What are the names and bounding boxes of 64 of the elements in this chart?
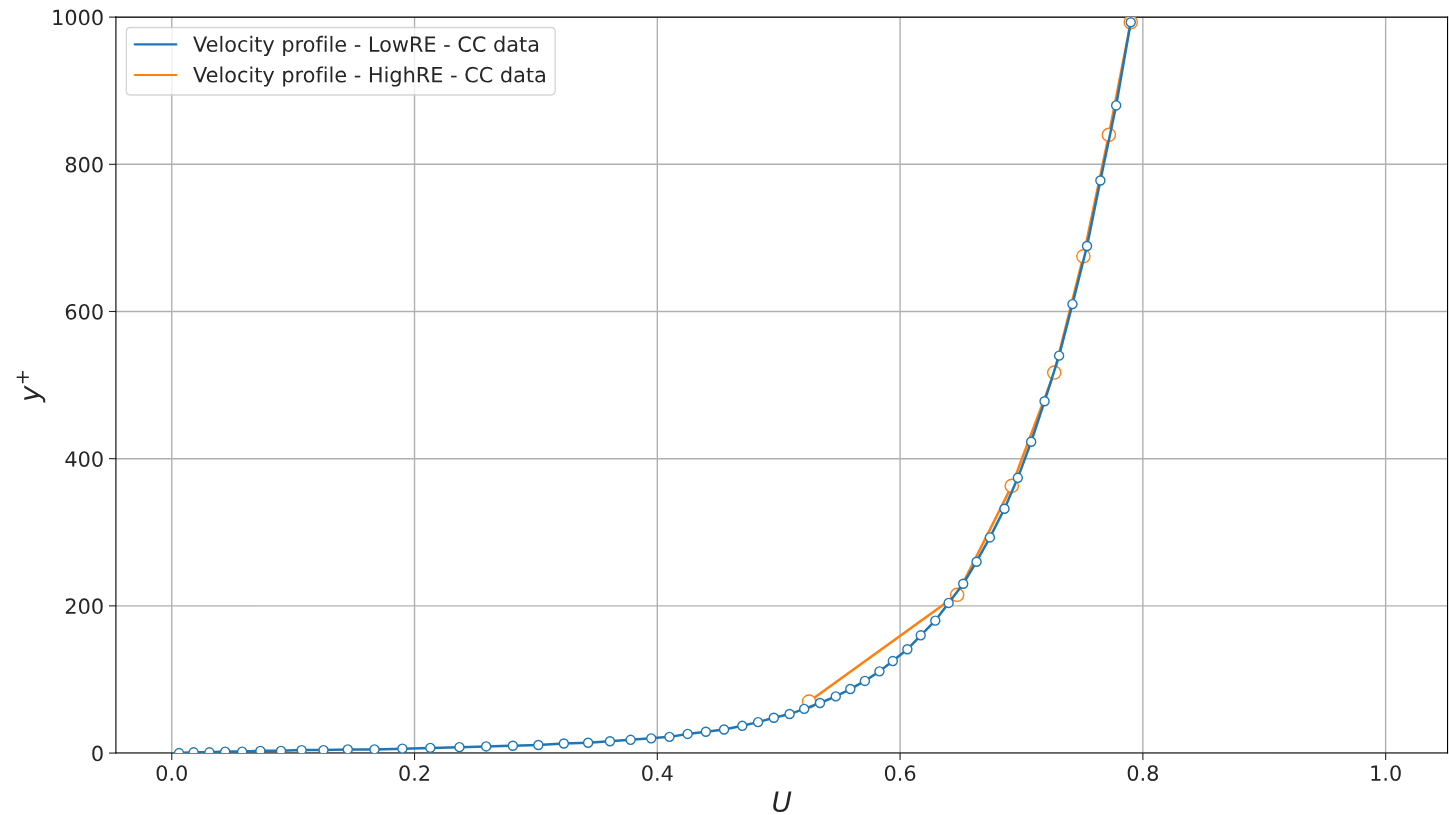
x-tick-label: 0.4 (642, 765, 673, 781)
point (752, 716, 764, 728)
y-tick-label: 400 (65, 451, 103, 467)
point (480, 741, 492, 752)
x-tick-label: 0.2 (399, 765, 430, 781)
point (737, 720, 748, 732)
point (342, 744, 353, 754)
point (625, 734, 636, 746)
point (1110, 100, 1122, 111)
point (1081, 240, 1093, 252)
x-tick-label: 0.6 (884, 765, 916, 781)
y-tick-label: 0 (92, 745, 103, 762)
point (874, 666, 885, 677)
point (1095, 175, 1106, 186)
point (558, 738, 570, 749)
point (397, 743, 408, 754)
point (798, 703, 810, 715)
point (664, 731, 675, 743)
legend-label: Velocity profile - LowRE - CC data (193, 35, 539, 57)
point (887, 655, 899, 667)
y-tick-label: 1000 (53, 9, 103, 26)
point (507, 740, 519, 751)
x-tick-label: 0.8 (1127, 765, 1159, 781)
point (1053, 350, 1065, 361)
point (984, 532, 996, 543)
point (971, 556, 982, 567)
point (784, 708, 795, 720)
point (296, 744, 307, 754)
point (718, 724, 730, 735)
legend-label: Velocity profile - HighRE - CC data (193, 66, 545, 87)
point (859, 675, 871, 687)
point (255, 745, 266, 754)
point (958, 578, 969, 590)
point (318, 744, 329, 754)
point (454, 741, 465, 753)
point (700, 726, 712, 737)
point (604, 736, 616, 747)
point (369, 744, 380, 754)
x-tick-label: 0.0 (156, 765, 187, 781)
point (814, 697, 826, 709)
point (902, 644, 913, 655)
point (646, 733, 657, 744)
y-axis-title: y$^{+}$ (16, 371, 46, 403)
point (1025, 436, 1037, 447)
point (845, 683, 856, 695)
point (682, 728, 693, 740)
point (1039, 396, 1050, 407)
point (275, 745, 287, 754)
point (930, 615, 941, 626)
point (425, 742, 436, 754)
point (768, 712, 780, 723)
point (1067, 298, 1078, 310)
point (533, 739, 544, 751)
point (943, 597, 954, 609)
y-tick-label: 600 (65, 303, 103, 320)
point (582, 737, 594, 748)
y-tick-label: 200 (65, 598, 103, 615)
point (830, 691, 841, 702)
y-tick-label: 800 (65, 156, 103, 173)
point (915, 630, 926, 641)
point (999, 503, 1010, 514)
point (1012, 472, 1024, 484)
x-tick-label: 1.0 (1371, 765, 1401, 781)
x-axis-title: U (773, 791, 792, 813)
